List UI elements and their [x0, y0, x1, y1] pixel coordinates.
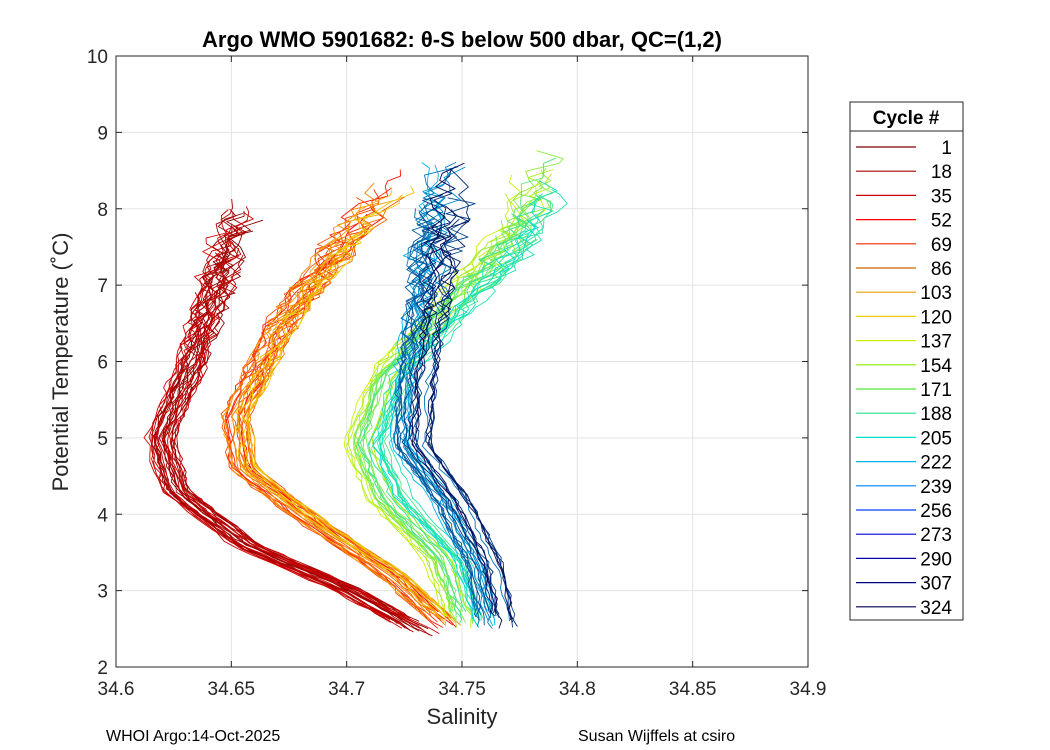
profile-line: [222, 182, 428, 621]
profile-line: [143, 225, 403, 629]
y-tick-label: 7: [97, 276, 108, 297]
legend-label: 171: [920, 380, 952, 401]
legend-label: 69: [931, 235, 952, 256]
legend-label: 239: [920, 477, 952, 498]
profile-line: [383, 238, 538, 621]
profile-line: [429, 218, 518, 627]
legend-label: 273: [920, 525, 952, 546]
x-tick-label: 34.6: [98, 679, 135, 700]
profile-line: [411, 162, 496, 614]
x-tick-label: 34.7: [328, 679, 365, 700]
profile-line: [235, 189, 443, 620]
profile-line: [415, 209, 500, 615]
legend-label: 256: [920, 501, 952, 522]
legend-label: 307: [920, 574, 952, 595]
profile-line: [242, 196, 445, 616]
legend-title: Cycle #: [873, 108, 940, 129]
footer-right: Susan Wijffels at csiro: [578, 728, 735, 745]
profile-line: [231, 224, 428, 614]
profile-line: [343, 174, 522, 627]
legend-label: 35: [931, 186, 952, 207]
profile-line: [247, 236, 443, 611]
profile-line: [409, 169, 495, 617]
legend-label: 222: [920, 453, 952, 474]
x-axis-ticks: 34.6 34.65 34.7 34.75 34.8 34.85 34.9: [98, 56, 827, 700]
x-tick-label: 34.85: [669, 679, 717, 700]
x-tick-label: 34.75: [438, 679, 486, 700]
chart-title: Argo WMO 5901682: θ-S below 500 dbar, QC…: [202, 27, 722, 52]
profile-line: [365, 180, 544, 624]
profile-line: [155, 274, 404, 627]
profile-line: [176, 271, 440, 634]
profile-line: [357, 213, 527, 620]
profile-line: [148, 209, 391, 621]
legend: Cycle # 1 18 35 52 69 86 103 120 137 154 171 188 205…: [849, 101, 964, 621]
legend-label: 103: [920, 283, 952, 304]
x-tick-label: 34.65: [208, 679, 256, 700]
profile-line: [372, 221, 536, 628]
profile-line: [359, 201, 537, 612]
profile-line: [401, 194, 490, 613]
profile-line: [347, 193, 519, 612]
y-tick-label: 5: [97, 429, 108, 450]
y-tick-label: 4: [97, 505, 108, 526]
legend-entries: 1 18 35 52 69 86 103 120 137 154 171 188 205 222 239 25…: [856, 138, 952, 619]
profile-line: [223, 247, 424, 616]
legend-label: 324: [920, 598, 952, 619]
legend-label: 205: [920, 428, 952, 449]
y-tick-label: 10: [87, 47, 108, 68]
profile-line: [389, 162, 474, 611]
y-tick-label: 8: [97, 200, 108, 221]
x-tick-label: 34.8: [559, 679, 596, 700]
legend-label: 137: [920, 332, 952, 353]
legend-label: 154: [920, 356, 952, 377]
profile-line: [356, 157, 556, 625]
profile-line: [346, 217, 516, 617]
x-axis-label: Salinity: [427, 704, 498, 729]
legend-label: 290: [920, 549, 952, 570]
profile-line: [394, 204, 482, 616]
legend-label: 86: [931, 259, 952, 280]
y-axis-ticks: 2 3 4 5 6 7 8 9 10: [87, 47, 808, 679]
x-tick-label: 34.9: [790, 679, 827, 700]
y-tick-label: 6: [97, 353, 108, 374]
profile-line: [421, 227, 510, 622]
y-tick-label: 2: [97, 658, 108, 679]
profile-lines: [143, 150, 568, 637]
profile-line: [246, 186, 456, 624]
legend-label: 120: [920, 307, 952, 328]
legend-label: 52: [931, 211, 952, 232]
profile-line: [367, 193, 543, 612]
y-axis-label: Potential Temperature (˚C): [48, 233, 73, 492]
footer-left: WHOI Argo:14-Oct-2025: [106, 728, 280, 745]
profile-line: [425, 249, 514, 620]
profile-line: [376, 209, 545, 616]
profile-line: [221, 203, 430, 620]
profile-line: [154, 227, 398, 625]
legend-label: 1: [941, 138, 952, 159]
profile-line: [413, 227, 503, 629]
y-tick-label: 3: [97, 582, 108, 603]
legend-label: 18: [931, 162, 952, 183]
profile-line: [381, 213, 540, 619]
profile-line: [239, 247, 447, 624]
profile-line: [425, 205, 512, 621]
profile-line: [169, 247, 412, 622]
profile-line: [372, 180, 558, 625]
profile-line: [396, 202, 485, 626]
profile-line: [403, 200, 492, 619]
y-tick-label: 9: [97, 123, 108, 144]
profile-line: [161, 212, 430, 636]
profile-line: [155, 198, 403, 625]
legend-label: 188: [920, 404, 952, 425]
